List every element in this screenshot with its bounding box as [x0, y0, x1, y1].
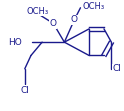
Text: OCH₃: OCH₃ — [26, 7, 48, 16]
Text: O: O — [71, 15, 78, 25]
Text: OCH₃: OCH₃ — [83, 2, 105, 11]
Text: Cl: Cl — [20, 86, 29, 95]
Text: O: O — [50, 19, 57, 28]
Text: Cl: Cl — [113, 64, 122, 73]
Text: HO: HO — [9, 38, 22, 47]
